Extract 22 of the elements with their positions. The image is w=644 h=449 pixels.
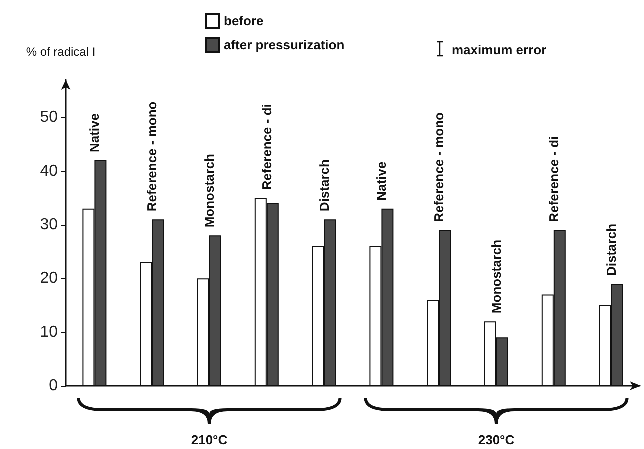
x-tick-label: Native [374, 162, 390, 201]
legend-label: after pressurization [224, 38, 345, 52]
x-tick-label: Monostarch [489, 240, 504, 314]
y-tick-label: 0 [49, 378, 58, 394]
legend-label: before [224, 14, 264, 28]
x-tick-label: Monostarch [202, 154, 217, 228]
x-tick-label: Reference - di [546, 136, 562, 222]
text: 210°C [191, 432, 228, 448]
x-tick-label: Distarch [604, 224, 619, 276]
y-tick-label: 30 [40, 216, 58, 234]
x-tick-label: Reference - mono [144, 102, 160, 212]
y-tick-label: 40 [40, 162, 58, 180]
y-tick-label: 50 [40, 109, 58, 126]
y-tick-label: 10 [40, 324, 58, 341]
x-tick-label: Reference - mono [432, 112, 447, 222]
y-axis-title: % of radical I [26, 45, 96, 59]
y-tick-label: 20 [40, 270, 58, 288]
x-tick-label: Distarch [316, 160, 332, 212]
x-tick-label: Native [87, 113, 102, 153]
text: 230°C [478, 432, 516, 448]
text: maximum error [452, 42, 547, 58]
x-tick-label: Reference - di [259, 104, 274, 190]
